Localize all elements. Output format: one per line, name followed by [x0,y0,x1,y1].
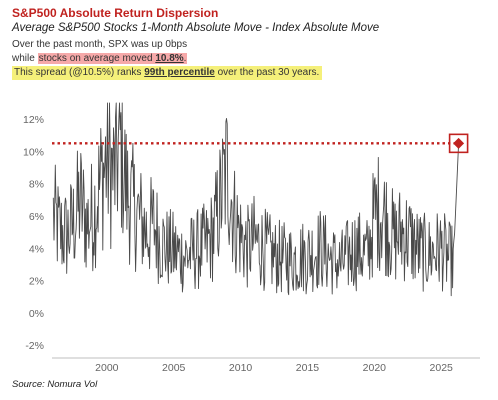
y-tick-label: -2% [25,340,44,352]
summary-line-2: while stocks on average moved 10.8%. [12,53,188,64]
x-tick-label: 2020 [363,362,387,374]
highlight-stocks-moved-value: 10.8% [155,53,184,64]
series-line [52,102,460,297]
x-tick-label: 2025 [430,362,454,374]
highlight-stocks-moved: stocks on average moved 10.8%. [37,53,188,64]
y-tick-label: 10% [23,146,44,158]
chart-subtitle: Average S&P500 Stocks 1-Month Absolute M… [12,22,380,34]
x-tick-label: 2005 [162,362,186,374]
highlight-stocks-moved-suffix: . [183,53,187,64]
highlight-stocks-moved-text: stocks on average moved [38,53,156,64]
summary-line-3-a: This spread (@10.5%) ranks [14,67,145,78]
x-tick-label: 2010 [229,362,253,374]
x-tick-label: 2000 [95,362,119,374]
y-tick-label: 6% [29,211,44,223]
summary-line-2-prefix: while [12,53,38,64]
summary-line-1: Over the past month, SPX was up 0bps [12,39,188,50]
latest-point-marker [453,137,465,149]
y-tick-label: 4% [29,243,44,255]
summary-line-3-c: over the past 30 years. [214,67,320,78]
y-tick-label: 8% [29,179,44,191]
highlight-percentile: This spread (@10.5%) ranks 99th percenti… [12,66,323,80]
y-tick-label: 0% [29,308,44,320]
y-tick-label: 2% [29,276,44,288]
x-tick-label: 2015 [296,362,320,374]
latest-point-box [448,133,469,154]
summary-line-3: This spread (@10.5%) ranks 99th percenti… [12,66,323,80]
source-note: Source: Nomura Vol [12,379,98,390]
percentile-value: 99th percentile [144,67,215,78]
chart-title: S&P500 Absolute Return Dispersion [12,6,219,20]
y-tick-label: 12% [23,114,44,126]
